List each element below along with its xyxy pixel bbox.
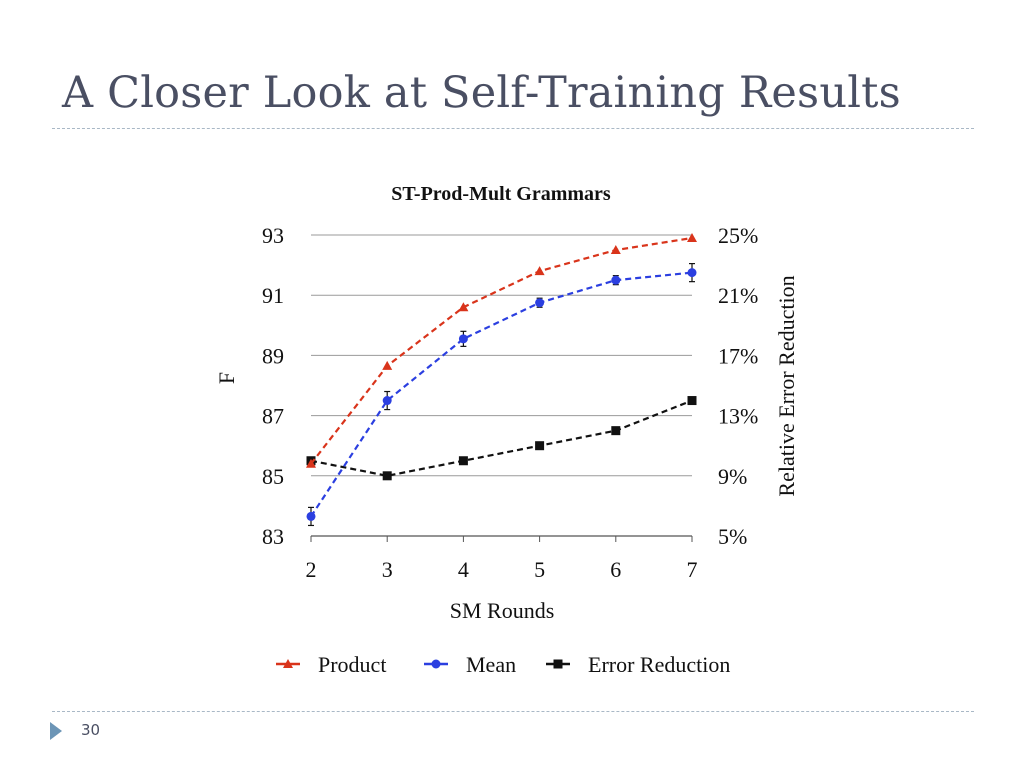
y2-axis-label: Relative Error Reduction [774,275,799,496]
legend-item-error-reduction: Error Reduction [546,652,730,677]
square-marker [553,659,563,669]
legend-item-mean: Mean [424,652,516,677]
x-axis-label: SM Rounds [450,598,555,623]
series-error-reduction [306,396,697,481]
square-marker [611,426,621,436]
triangle-marker [687,233,697,243]
slide-number: 30 [81,721,101,739]
y-tick-label: 87 [262,404,284,429]
legend-item-product: Product [276,652,386,677]
chart-title: ST-Prod-Mult Grammars [391,183,611,205]
x-tick-label: 4 [458,557,469,582]
series-product [306,233,697,468]
square-marker [535,441,545,451]
y2-tick-label: 9% [718,464,747,489]
x-tick-label: 6 [610,557,621,582]
square-marker [687,396,697,406]
series [306,233,697,527]
x-tick-label: 7 [687,557,698,582]
footer-arrow-icon [50,722,62,740]
circle-marker [535,298,545,308]
y2-tick-label: 13% [718,404,758,429]
y2-tick-label: 17% [718,343,758,368]
triangle-marker [458,302,469,312]
slide-title: A Closer Look at Self-Training Results [62,68,901,118]
legend-label: Mean [466,652,516,677]
square-marker [458,456,468,466]
title-divider [52,128,974,129]
triangle-marker [283,659,293,668]
axes [310,535,693,542]
y-tick-label: 93 [262,223,284,248]
circle-marker [431,659,441,669]
legend-label: Error Reduction [588,652,730,677]
y-axis-label: F [214,372,239,384]
y2-tick-label: 25% [718,223,758,248]
legend: Product Mean Error Reduction [276,652,730,677]
series-line [310,271,693,518]
triangle-marker [382,360,393,370]
legend-label: Product [318,652,386,677]
triangle-marker [610,245,621,255]
circle-marker [458,334,468,344]
y-tick-label: 83 [262,524,284,549]
x-tick-label: 2 [306,557,317,582]
triangle-marker [534,266,545,276]
series-line [310,399,693,477]
series-mean [306,262,697,527]
y2-tick-label: 21% [718,283,758,308]
y-tick-label: 85 [262,464,284,489]
circle-marker [382,396,392,406]
triangle-marker [306,458,316,468]
y2-tick-label: 5% [718,524,747,549]
x-tick-label: 5 [534,557,545,582]
circle-marker [306,511,316,521]
footer-divider [52,711,974,712]
y-tick-label: 91 [262,283,284,308]
circle-marker [687,268,697,278]
square-marker [382,471,392,481]
gridlines [311,234,692,477]
x-tick-label: 3 [382,557,393,582]
circle-marker [611,275,621,285]
y-tick-label: 89 [262,343,284,368]
tick-labels: 83 5% 85 9% 87 13% 89 17% 91 21% 93 25% 2 3 4 5 6 7 [262,223,758,582]
series-line [310,236,693,465]
